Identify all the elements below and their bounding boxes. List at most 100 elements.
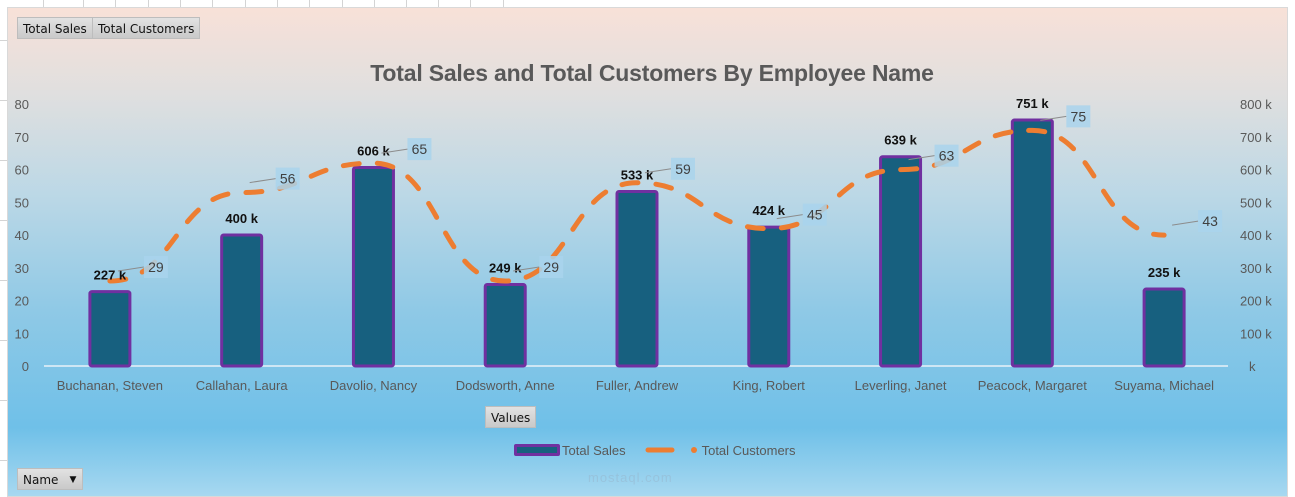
- grid-line: [309, 0, 310, 8]
- x-axis-category-label: Suyama, Michael: [1114, 378, 1214, 393]
- data-label-leader-line: [1172, 220, 1199, 226]
- grid-line: [374, 0, 375, 8]
- bar-total-sales: [879, 155, 923, 368]
- left-axis-tick-label: 40: [15, 228, 29, 243]
- right-axis-tick-label: 500 k: [1240, 195, 1272, 210]
- data-label-leader-line: [1040, 115, 1067, 121]
- line-data-label: 65: [412, 141, 428, 157]
- field-button-name-label: Name: [23, 473, 59, 487]
- grid-line: [0, 280, 7, 281]
- x-axis-category-label: Fuller, Andrew: [596, 378, 679, 393]
- grid-line: [83, 0, 84, 8]
- chart-title: Total Sales and Total Customers By Emplo…: [370, 60, 934, 86]
- grid-line: [148, 0, 149, 8]
- grid-line: [406, 0, 407, 8]
- field-button-name[interactable]: Name ▼: [17, 468, 84, 490]
- grid-line: [0, 220, 7, 221]
- line-data-label: 43: [1202, 213, 1218, 229]
- right-axis-tick-label: 400 k: [1240, 228, 1272, 243]
- field-button-values[interactable]: Values: [485, 406, 537, 428]
- x-axis-category-label: Leverling, Janet: [855, 378, 947, 393]
- data-label-box: [1066, 105, 1091, 128]
- grid-line: [277, 0, 278, 8]
- bar-total-sales: [483, 282, 527, 368]
- data-label-leader-line: [908, 155, 935, 161]
- bar-data-label: 533 k: [621, 167, 654, 182]
- line-data-label: 56: [280, 171, 296, 187]
- x-axis-category-label: Davolio, Nancy: [330, 378, 418, 393]
- grid-line: [180, 0, 181, 8]
- data-label-leader-line: [249, 178, 276, 184]
- bar-total-sales: [351, 166, 395, 368]
- grid-line: [245, 0, 246, 8]
- bar-total-sales: [88, 290, 132, 368]
- legend-swatch-total-sales: [514, 444, 560, 456]
- bar-data-label: 235 k: [1148, 265, 1181, 280]
- data-label-leader-line: [644, 168, 672, 174]
- x-axis-category-label: Buchanan, Steven: [57, 378, 163, 393]
- left-axis-tick-label: 60: [15, 163, 29, 178]
- data-label-leader-line: [776, 214, 803, 220]
- line-data-label: 29: [148, 259, 164, 275]
- bar-total-sales: [747, 225, 791, 368]
- grid-line: [0, 40, 7, 41]
- grid-line: [0, 460, 7, 461]
- field-button-total-customers[interactable]: Total Customers: [92, 17, 201, 39]
- legend-label-total-customers: Total Customers: [701, 442, 796, 458]
- right-axis-tick-label: 200 k: [1240, 294, 1272, 309]
- bar-total-sales: [220, 233, 264, 368]
- grid-line: [438, 0, 439, 8]
- left-axis-tick-label: 70: [15, 130, 29, 145]
- right-axis-tick-label: 800 k: [1240, 97, 1272, 112]
- legend-swatch-total-customers: [645, 447, 697, 453]
- bar-data-label: 751 k: [1016, 96, 1049, 111]
- grid-line: [503, 0, 504, 8]
- x-axis-category-label: Callahan, Laura: [196, 378, 289, 393]
- field-button-total-sales[interactable]: Total Sales: [17, 17, 93, 39]
- grid-line: [115, 0, 116, 8]
- data-label-box: [275, 167, 300, 190]
- data-label-leader-line: [381, 148, 408, 154]
- grid-line: [342, 0, 343, 8]
- right-axis-tick-label: 100 k: [1240, 326, 1272, 341]
- data-label-box: [802, 203, 827, 226]
- line-data-label: 45: [807, 207, 823, 223]
- x-axis-category-label: Peacock, Margaret: [978, 378, 1087, 393]
- line-data-label: 59: [675, 161, 691, 177]
- data-label-box: [934, 144, 959, 167]
- grid-line: [0, 400, 7, 401]
- data-label-box: [143, 256, 168, 279]
- data-label-box: [407, 138, 432, 161]
- left-axis-tick-label: 10: [15, 326, 29, 341]
- bar-total-sales: [1010, 118, 1054, 368]
- bar-data-label: 424 k: [753, 203, 786, 218]
- bar-data-label: 249 k: [489, 260, 522, 275]
- grid-line: [0, 340, 7, 341]
- bar-data-label: 606 k: [357, 144, 390, 159]
- watermark: mostaql.com: [588, 470, 673, 485]
- chart-legend: Total Sales Total Customers: [514, 441, 796, 459]
- right-axis-tick-label: 300 k: [1240, 261, 1272, 276]
- grid-line: [470, 0, 471, 8]
- dropdown-arrow-icon: ▼: [69, 475, 77, 485]
- right-axis-tick-label: 600 k: [1240, 163, 1272, 178]
- grid-line: [0, 100, 7, 101]
- grid-line: [0, 160, 7, 161]
- line-data-label: 29: [543, 259, 559, 275]
- line-data-label: 63: [939, 148, 955, 164]
- data-label-box: [671, 157, 695, 180]
- data-label-box: [1198, 210, 1223, 233]
- bar-total-sales: [1142, 287, 1186, 368]
- data-label-leader-line: [513, 266, 540, 272]
- data-label-leader-line: [117, 266, 144, 272]
- bar-data-label: 639 k: [884, 133, 917, 148]
- bar-total-sales: [615, 189, 659, 368]
- left-axis-tick-label: 50: [15, 195, 29, 210]
- left-axis-tick-label: 80: [15, 97, 29, 112]
- left-axis-tick-label: 20: [15, 294, 29, 309]
- legend-label-total-sales: Total Sales: [562, 442, 626, 458]
- line-data-label: 75: [1071, 108, 1087, 124]
- left-axis-tick-label: 30: [15, 261, 29, 276]
